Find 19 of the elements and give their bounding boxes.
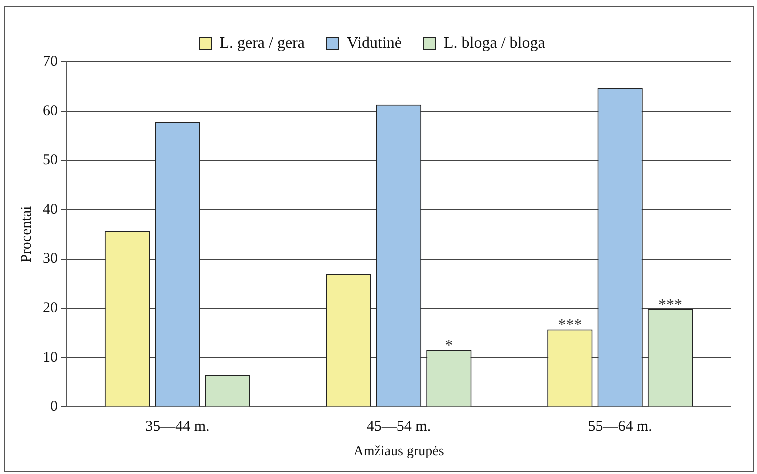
y-tick-label: 20 (43, 300, 58, 317)
x-tick-label: 45—54 m. (366, 419, 432, 436)
legend-label: L. bloga / bloga (444, 35, 546, 52)
legend-label: L. gera / gera (220, 35, 305, 52)
y-tick-label: 60 (43, 103, 58, 120)
legend-label: Vidutinė (346, 35, 402, 52)
y-tick-label: 30 (43, 251, 58, 268)
x-tick-label: 55—64 m. (588, 419, 652, 436)
data-label: * (445, 338, 454, 355)
y-tick-label: 40 (43, 202, 58, 218)
y-tick-label: 0 (50, 399, 58, 416)
data-label: *** (558, 316, 582, 334)
y-tick-label: 50 (43, 152, 58, 169)
data-label: *** (658, 296, 682, 314)
x-axis-title: Amžiaus grupės (354, 444, 444, 460)
y-axis-title: Procentai (18, 206, 35, 263)
x-tick-label: 35—44 m. (146, 419, 210, 436)
y-tick-label: 70 (43, 54, 58, 70)
y-tick-label: 10 (43, 350, 58, 366)
